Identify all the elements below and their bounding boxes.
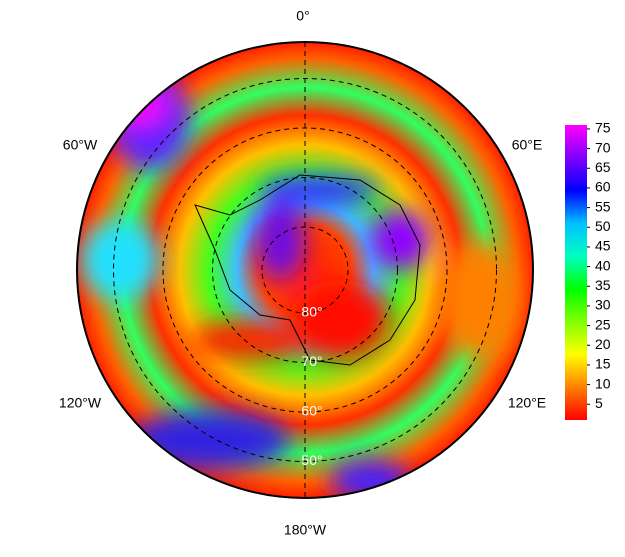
map-field	[77, 42, 533, 498]
colorbar-tick-label: 5	[595, 395, 603, 411]
longitude-label: 60°E	[512, 137, 543, 153]
latitude-label: 80°	[301, 304, 322, 320]
colorbar-tick-label: 15	[595, 356, 611, 372]
latitude-circle	[162, 127, 448, 413]
colorbar-tick-label: 40	[595, 257, 611, 273]
colorbar-tick-label: 55	[595, 198, 611, 214]
colorbar-tick-label: 35	[595, 277, 611, 293]
latitude-label: 60°	[301, 403, 322, 419]
colorbar	[565, 125, 587, 420]
longitude-label: 120°E	[508, 395, 546, 411]
longitude-label: 60°W	[63, 137, 98, 153]
colorbar-tick-label: 50	[595, 218, 611, 234]
longitude-label: 0°	[296, 8, 309, 24]
colorbar-tick-label: 30	[595, 297, 611, 313]
colorbar-tick-label: 25	[595, 316, 611, 332]
latitude-circle	[113, 78, 497, 462]
colorbar-tick-label: 60	[595, 179, 611, 195]
colorbar-tick-label: 75	[595, 120, 611, 136]
latitude-circles: 80° 70° 60° 50°	[113, 78, 497, 468]
colorbar-tick-label: 20	[595, 336, 611, 352]
latitude-circle	[212, 177, 398, 363]
latitude-circle	[261, 226, 349, 314]
colorbar-tick-label: 70	[595, 139, 611, 155]
colorbar-tick-label: 10	[595, 375, 611, 391]
latitude-label: 50°	[301, 452, 322, 468]
longitude-label: 180°W	[284, 522, 327, 538]
latitude-label: 70°	[301, 353, 322, 369]
longitude-label: 120°W	[59, 395, 102, 411]
colorbar-tick-label: 65	[595, 159, 611, 175]
colorbar-tick-label: 45	[595, 238, 611, 254]
